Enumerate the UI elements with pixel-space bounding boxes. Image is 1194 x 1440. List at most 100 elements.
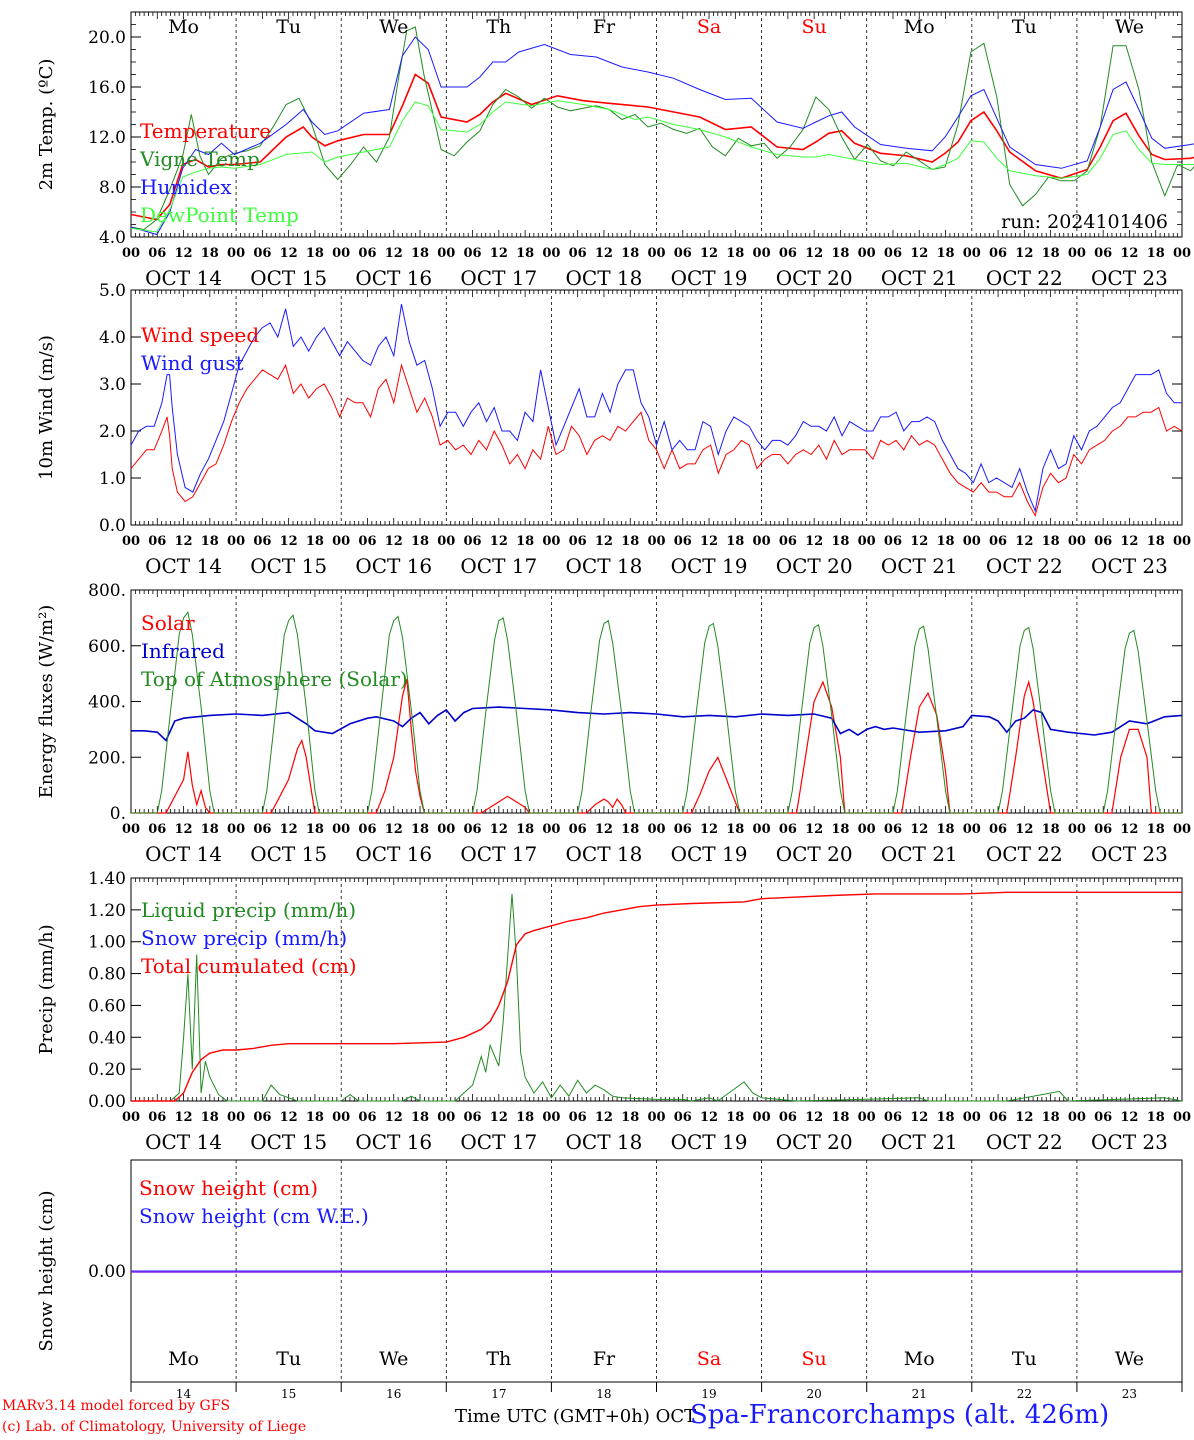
hour-tick-label: 12: [1120, 534, 1138, 549]
hour-tick-label: 06: [358, 246, 376, 261]
date-label: OCT 22: [986, 266, 1063, 290]
y-tick-label: 1.40: [88, 869, 126, 889]
y-tick-label: 0.40: [88, 1028, 126, 1048]
hour-tick-label: 06: [464, 246, 482, 261]
day-of-week-label: Fr: [593, 16, 616, 38]
hour-tick-label: 00: [753, 246, 771, 261]
date-label: OCT 19: [671, 554, 748, 578]
y-tick-label: 0.20: [88, 1060, 126, 1080]
hour-tick-label: 00: [122, 1110, 140, 1125]
date-label: OCT 21: [881, 554, 958, 578]
hour-tick-label: 12: [1120, 822, 1138, 837]
hour-tick-label: 06: [674, 534, 692, 549]
hour-tick-label: 00: [332, 246, 350, 261]
date-label: OCT 16: [355, 266, 432, 290]
hour-tick-label: 06: [1094, 534, 1112, 549]
hour-tick-label: 12: [910, 1110, 928, 1125]
date-label: OCT 20: [776, 842, 853, 866]
time-axis-label: Time UTC (GMT+0h) OCT: [455, 1406, 697, 1427]
date-label: OCT 20: [776, 554, 853, 578]
hour-tick-label: 18: [1042, 1110, 1060, 1125]
hour-tick-label: 00: [542, 822, 560, 837]
hour-tick-label: 12: [700, 246, 718, 261]
date-label: OCT 23: [1091, 554, 1168, 578]
hour-tick-label: 06: [989, 1110, 1007, 1125]
hour-tick-label: 06: [253, 1110, 271, 1125]
hour-tick-label: 12: [175, 246, 193, 261]
day-number-label: 15: [281, 1387, 296, 1401]
date-label: OCT 14: [145, 1130, 222, 1154]
hour-tick-label: 18: [306, 246, 324, 261]
hour-tick-label: 06: [884, 1110, 902, 1125]
day-number-label: 21: [912, 1387, 927, 1401]
day-number-label: 23: [1122, 1387, 1137, 1401]
hour-tick-label: 18: [1042, 246, 1060, 261]
hour-tick-label: 00: [437, 246, 455, 261]
hour-tick-label: 06: [1094, 1110, 1112, 1125]
date-label: OCT 23: [1091, 266, 1168, 290]
hour-tick-label: 06: [674, 822, 692, 837]
hour-tick-label: 18: [1147, 1110, 1165, 1125]
series-line-1-1: [130, 303, 1182, 513]
day-of-week-label-bottom: We: [1115, 1348, 1144, 1370]
date-label: OCT 16: [355, 554, 432, 578]
hour-tick-label: 00: [332, 1110, 350, 1125]
hour-tick-label: 18: [936, 822, 954, 837]
hour-tick-label: 00: [332, 822, 350, 837]
y-axis-label: 10m Wind (m/s): [36, 335, 57, 480]
hour-tick-label: 00: [963, 822, 981, 837]
hour-tick-label: 18: [1147, 246, 1165, 261]
y-tick-label: 0.: [110, 804, 126, 824]
y-axis-label: Energy fluxes (W/m²): [36, 605, 57, 799]
hour-tick-label: 12: [1120, 1110, 1138, 1125]
hour-tick-label: 06: [569, 822, 587, 837]
y-axis-label: Snow height (cm): [36, 1190, 57, 1351]
hour-tick-label: 12: [385, 246, 403, 261]
hour-tick-label: 18: [516, 246, 534, 261]
hour-tick-label: 00: [647, 534, 665, 549]
y-tick-label: 0.80: [88, 965, 126, 985]
hour-tick-label: 12: [805, 1110, 823, 1125]
date-label: OCT 20: [776, 1130, 853, 1154]
hour-tick-label: 00: [963, 1110, 981, 1125]
hour-tick-label: 06: [989, 246, 1007, 261]
series-line-0-2: [130, 36, 1194, 236]
day-of-week-label: Su: [802, 16, 827, 38]
hour-tick-label: 00: [858, 822, 876, 837]
hour-tick-label: 00: [1173, 246, 1191, 261]
hour-tick-label: 18: [621, 246, 639, 261]
hour-tick-label: 18: [516, 822, 534, 837]
day-of-week-label-bottom: Th: [486, 1348, 511, 1370]
hour-tick-label: 12: [1015, 246, 1033, 261]
legend-entry: Solar: [141, 611, 195, 635]
hour-tick-label: 00: [1173, 534, 1191, 549]
hour-tick-label: 06: [989, 822, 1007, 837]
day-of-week-label: Mo: [904, 16, 935, 38]
hour-tick-label: 00: [332, 534, 350, 549]
hour-tick-label: 06: [779, 246, 797, 261]
hour-tick-label: 06: [779, 822, 797, 837]
hour-tick-label: 00: [1068, 822, 1086, 837]
hour-tick-label: 12: [910, 822, 928, 837]
hour-tick-label: 06: [989, 534, 1007, 549]
hour-tick-label: 00: [542, 1110, 560, 1125]
date-label: OCT 21: [881, 266, 958, 290]
legend-entry: Liquid precip (mm/h): [141, 898, 356, 922]
y-tick-label: 600.: [88, 637, 126, 657]
y-tick-label: 2.0: [99, 422, 126, 442]
hour-tick-label: 06: [253, 822, 271, 837]
hour-tick-label: 06: [253, 246, 271, 261]
hour-tick-label: 18: [1147, 534, 1165, 549]
model-credit: MARv3.14 model forced by GFS: [2, 1398, 231, 1414]
hour-tick-label: 12: [280, 246, 298, 261]
date-label: OCT 17: [460, 554, 537, 578]
series-line-0-0: [130, 73, 1194, 221]
date-label: OCT 21: [881, 1130, 958, 1154]
legend-entry: Humidex: [140, 175, 232, 199]
date-label: OCT 18: [566, 266, 643, 290]
hour-tick-label: 18: [411, 534, 429, 549]
hour-tick-label: 06: [148, 246, 166, 261]
hour-tick-label: 00: [1173, 822, 1191, 837]
hour-tick-label: 00: [753, 822, 771, 837]
day-of-week-label-bottom: Tu: [276, 1348, 301, 1370]
